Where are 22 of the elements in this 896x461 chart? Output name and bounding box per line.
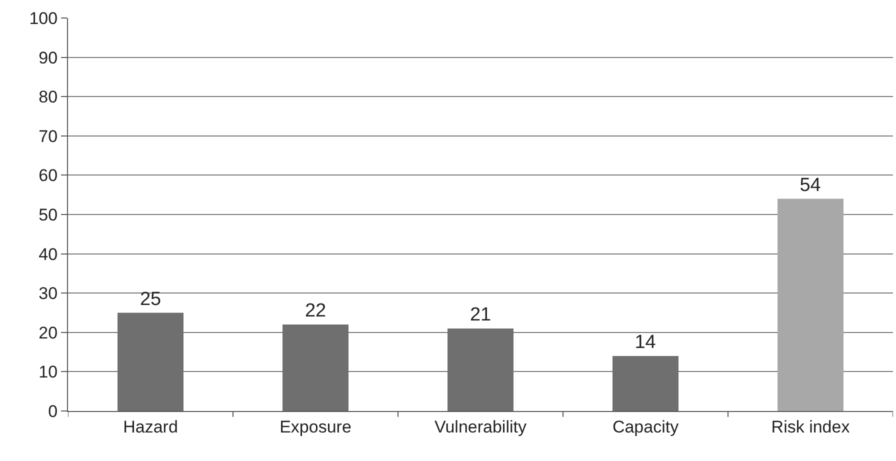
y-tick-label: 50	[38, 205, 58, 224]
bar	[778, 198, 844, 411]
y-tick-label: 0	[48, 402, 58, 421]
y-tick-label: 70	[38, 126, 58, 146]
data-label: 25	[140, 288, 162, 310]
data-label: 21	[470, 304, 492, 326]
data-label: 54	[800, 174, 822, 196]
y-tick-label: 30	[38, 284, 58, 304]
y-tick-label: 80	[38, 88, 58, 107]
y-tick-label: 100	[29, 8, 58, 28]
y-tick-label: 20	[38, 323, 58, 342]
x-tick-label: Capacity	[612, 417, 680, 436]
y-tick-label: 60	[38, 166, 58, 186]
y-tick-label: 90	[38, 48, 58, 68]
x-tick-label: Risk index	[771, 417, 850, 436]
x-tick-label: Vulnerability	[434, 417, 527, 436]
x-tick-label: Exposure	[280, 417, 352, 436]
y-tick-label: 40	[38, 244, 58, 264]
data-label: 14	[634, 332, 656, 353]
x-tick-label: Hazard	[123, 417, 178, 436]
data-label: 22	[304, 300, 326, 322]
y-tick-label: 10	[38, 362, 58, 382]
